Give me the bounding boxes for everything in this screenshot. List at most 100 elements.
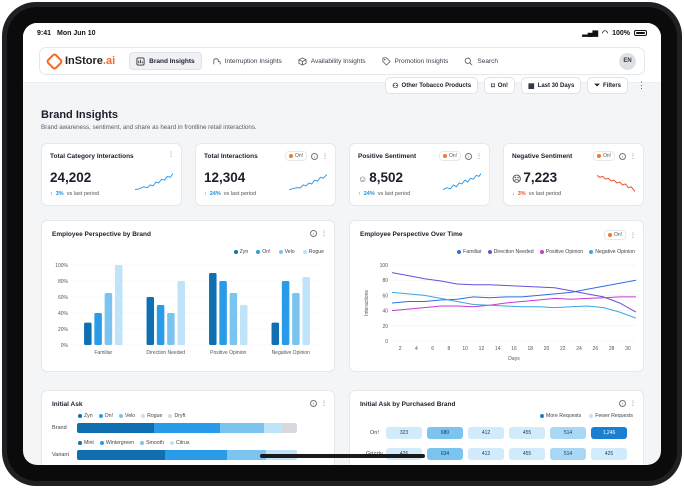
legend-label: Rogue (147, 413, 163, 419)
legend-label: Rogue (308, 249, 324, 255)
line-chart-card: Employee Perspective Over Time On! ⋮ Fami… (349, 220, 644, 372)
y-axis-label: Interactions (364, 290, 370, 316)
heat-cell[interactable]: 455 (509, 427, 545, 439)
y-tick-label: 0% (61, 343, 69, 349)
legend-label: Citrus (175, 440, 190, 446)
heat-cell[interactable]: 455 (509, 448, 545, 460)
kpi-card-total-category: Total Category Interactions ⋮ 24,202 ↑ 3%… (41, 143, 182, 206)
y-tick-label: 0 (385, 339, 388, 345)
info-icon[interactable]: i (619, 400, 626, 407)
heat-cell[interactable]: 514 (550, 448, 586, 460)
legend-item: Velo (119, 413, 135, 419)
brand-legend: Zyn On! Velo Rogue Dryft (78, 413, 185, 419)
chart-legend: Familiar Direction Needed Positive Opini… (457, 249, 635, 255)
chart-title: Employee Perspective by Brand (52, 231, 151, 238)
x-tick-label: 8 (448, 346, 451, 352)
kpi-value: 8,502 (369, 170, 403, 185)
tag-icon (382, 56, 391, 66)
series-line (391, 291, 637, 319)
kpi-delta-label: vs last period (223, 191, 257, 197)
period-label: Last 30 Days (537, 82, 575, 89)
category-selector[interactable]: ⚇ Other Tobacco Products (385, 77, 479, 94)
more-icon[interactable]: ⋮ (321, 401, 327, 407)
bar (292, 293, 300, 345)
kpi-title: Positive Sentiment (358, 153, 417, 160)
more-icon[interactable]: ⋮ (476, 153, 482, 160)
x-tick-label: 26 (593, 346, 599, 352)
brand-selector[interactable]: ⌑ On! (484, 77, 516, 94)
heat-cell[interactable]: 412 (468, 427, 504, 439)
row-label: On! (370, 430, 379, 436)
more-icon[interactable]: ⋮ (321, 231, 327, 237)
trend-up-icon: ↑ (358, 191, 361, 197)
kpi-value: 7,223 (523, 170, 558, 185)
info-icon[interactable]: i (619, 152, 626, 160)
tab-interruption-insights[interactable]: Interruption Insights (206, 52, 288, 70)
x-tick-label: 14 (495, 346, 501, 352)
info-icon[interactable]: i (311, 152, 318, 160)
interrupt-icon (213, 57, 221, 64)
status-bar: 9:41 Mon Jun 10 ▂▄▆ ◠ 100% (23, 23, 661, 43)
legend-label: More Requests (546, 413, 582, 419)
heat-cell[interactable]: 1,246 (591, 427, 627, 439)
kpi-delta: 24% (363, 191, 375, 197)
legend-label: Mint (84, 440, 94, 446)
battery-icon (634, 30, 647, 36)
bar-segment (77, 450, 165, 460)
y-tick-label: 40 (382, 309, 388, 315)
more-icon[interactable]: ⋮ (168, 152, 174, 158)
logo-text: InStore (65, 55, 103, 67)
x-tick-label: 24 (576, 346, 582, 352)
brand-icon (136, 56, 145, 66)
tab-availability-insights[interactable]: Availability Insights (292, 52, 372, 70)
heat-cell[interactable]: 680 (427, 427, 463, 439)
info-icon[interactable]: i (310, 230, 317, 237)
category-label: Other Tobacco Products (401, 82, 472, 89)
row-label: Brand (52, 425, 67, 431)
heat-cell[interactable]: 323 (386, 427, 422, 439)
avatar[interactable]: EN (619, 52, 636, 70)
tag-label: On! (448, 153, 457, 159)
period-selector[interactable]: ▦ Last 30 Days (521, 77, 582, 94)
y-tick-label: 100 (380, 263, 389, 269)
more-icon[interactable]: ⋮ (630, 232, 636, 239)
heat-cell[interactable]: 514 (550, 427, 586, 439)
bar (229, 293, 238, 345)
filters-button[interactable]: ⏷ Filters (587, 77, 628, 94)
bar-segment (226, 450, 267, 460)
y-tick-label: 100% (55, 263, 68, 269)
filter-icon: ⏷ (594, 81, 600, 89)
legend-label: Wintergreen (105, 440, 135, 446)
sparkline (597, 175, 635, 192)
signal-icon: ▂▄▆ (582, 30, 598, 37)
more-icon[interactable]: ⋮ (630, 153, 636, 160)
tab-label: Promotion Insights (394, 57, 449, 65)
initial-ask-card: Initial Ask i ⋮ Zyn On! Velo Rogue Dryft … (41, 390, 335, 465)
legend-label: Negative Opinion (595, 249, 635, 255)
info-icon[interactable]: i (465, 152, 472, 160)
legend-label: On! (104, 413, 114, 419)
users-icon: ⚇ (392, 82, 399, 90)
wifi-icon: ◠ (601, 30, 609, 37)
heat-cell[interactable]: 425 (591, 448, 627, 460)
frown-icon: ☹ (512, 174, 522, 184)
more-icon[interactable]: ⋮ (630, 401, 636, 407)
variant-legend: Mint Wintergreen Smooth Citrus (78, 440, 190, 446)
tab-label: Brand Insights (149, 57, 195, 65)
filters-label: Filters (602, 82, 621, 89)
heat-cell[interactable]: 412 (468, 448, 504, 460)
more-options-icon[interactable]: ⋮ (637, 80, 646, 90)
x-tick-label: Positive Opinion (210, 350, 246, 356)
tab-promotion-insights[interactable]: Promotion Insights (376, 52, 455, 70)
tab-search[interactable]: Search (458, 52, 504, 70)
info-icon[interactable]: i (310, 400, 317, 407)
more-icon[interactable]: ⋮ (322, 153, 328, 160)
app-screen: 9:41 Mon Jun 10 ▂▄▆ ◠ 100% InStore.ai Br… (23, 23, 661, 465)
bar (281, 281, 290, 345)
legend-item: Velo (278, 249, 295, 255)
series-line (391, 296, 636, 312)
tag-label: On! (294, 153, 303, 159)
heat-cell[interactable]: 634 (427, 448, 463, 460)
tab-brand-insights[interactable]: Brand Insights (129, 52, 202, 70)
app-logo[interactable]: InStore.ai (45, 51, 115, 71)
